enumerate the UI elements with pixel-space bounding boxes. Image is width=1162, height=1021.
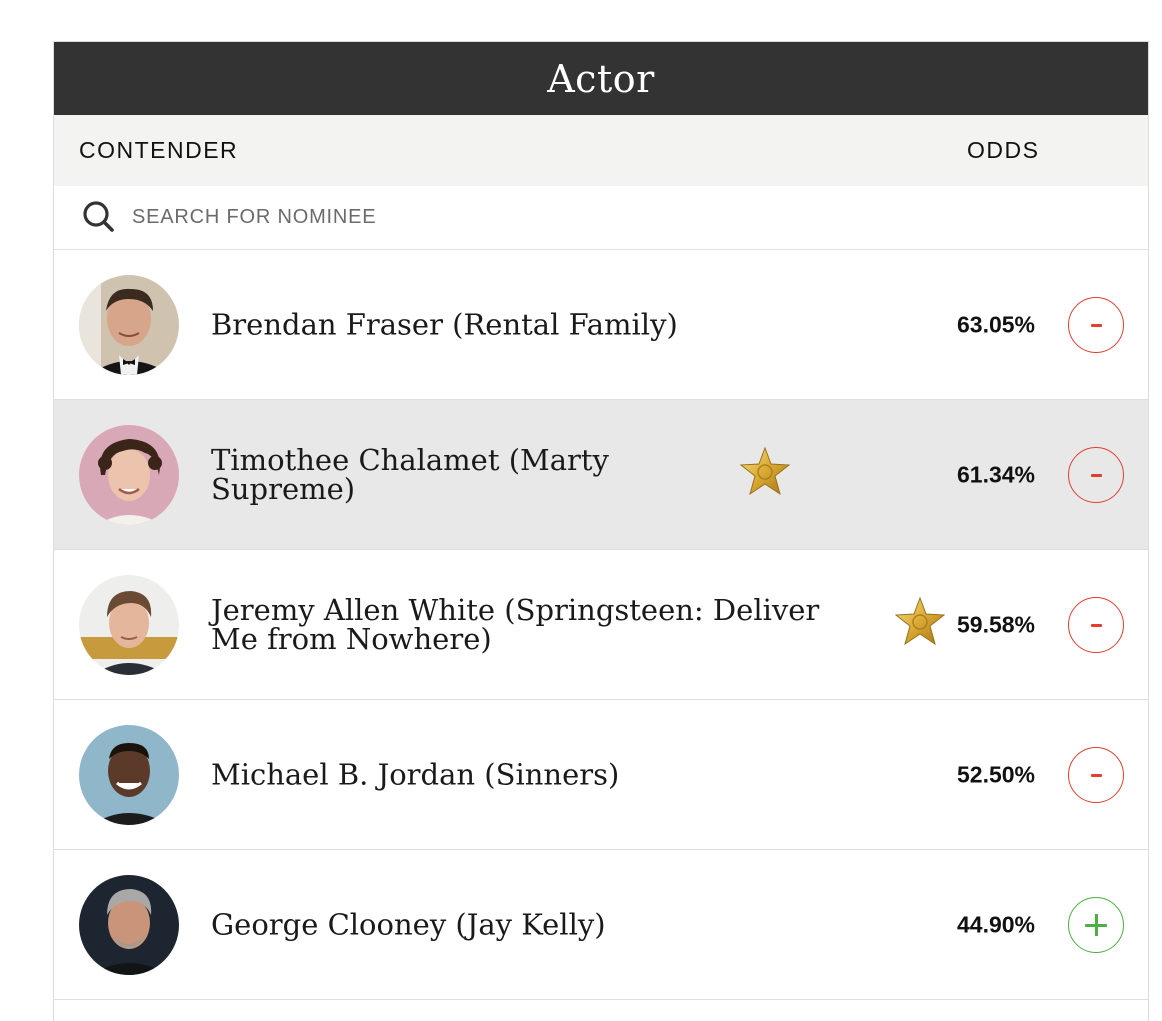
minus-icon — [1090, 323, 1102, 327]
star-badge-icon — [739, 446, 791, 496]
avatar — [79, 875, 179, 975]
contender-name: Brendan Fraser (Rental Family) — [211, 307, 678, 341]
add-button[interactable] — [1068, 897, 1124, 953]
odds-value: 63.05% — [956, 311, 1035, 337]
search-input[interactable] — [132, 200, 632, 234]
contender-name: George Clooney (Jay Kelly) — [211, 907, 606, 941]
odds-value: 59.58% — [956, 611, 1035, 637]
contender-row[interactable]: Brendan Fraser (Rental Family) 63.05% — [54, 250, 1148, 400]
odds-value: 44.90% — [956, 911, 1035, 937]
contender-row[interactable]: George Clooney (Jay Kelly) 44.90% — [54, 850, 1148, 1000]
predictions-panel: Actor CONTENDER ODDS Bre — [53, 41, 1149, 1021]
avatar — [79, 575, 179, 675]
remove-button[interactable] — [1068, 747, 1124, 803]
odds-value: 61.34% — [956, 461, 1035, 487]
star-badge-icon — [894, 596, 946, 646]
contender-row[interactable]: Michael B. Jordan (Sinners) 52.50% — [54, 700, 1148, 850]
contender-column-label: CONTENDER — [79, 137, 239, 163]
avatar — [79, 275, 179, 375]
contender-name: Jeremy Allen White (Springsteen: Deliver… — [211, 592, 820, 656]
contender-row[interactable]: Jeremy Allen White (Springsteen: Deliver… — [54, 550, 1148, 700]
contender-name: Timothee Chalamet (Marty Supreme) — [211, 442, 609, 506]
contender-row[interactable]: Timothee Chalamet (Marty Supreme) 61.34% — [54, 400, 1148, 550]
search-bar — [54, 186, 1148, 250]
remove-button[interactable] — [1068, 447, 1124, 503]
search-icon — [82, 200, 116, 234]
contender-name: Michael B. Jordan (Sinners) — [211, 757, 620, 791]
odds-value: 52.50% — [956, 761, 1035, 787]
minus-icon — [1090, 473, 1102, 477]
avatar — [79, 425, 179, 525]
minus-icon — [1090, 623, 1102, 627]
minus-icon — [1090, 773, 1102, 777]
odds-column-label: ODDS — [967, 137, 1040, 163]
remove-button[interactable] — [1068, 297, 1124, 353]
remove-button[interactable] — [1068, 597, 1124, 653]
avatar — [79, 725, 179, 825]
column-header: CONTENDER ODDS — [54, 115, 1148, 186]
category-title: Actor — [54, 42, 1148, 115]
